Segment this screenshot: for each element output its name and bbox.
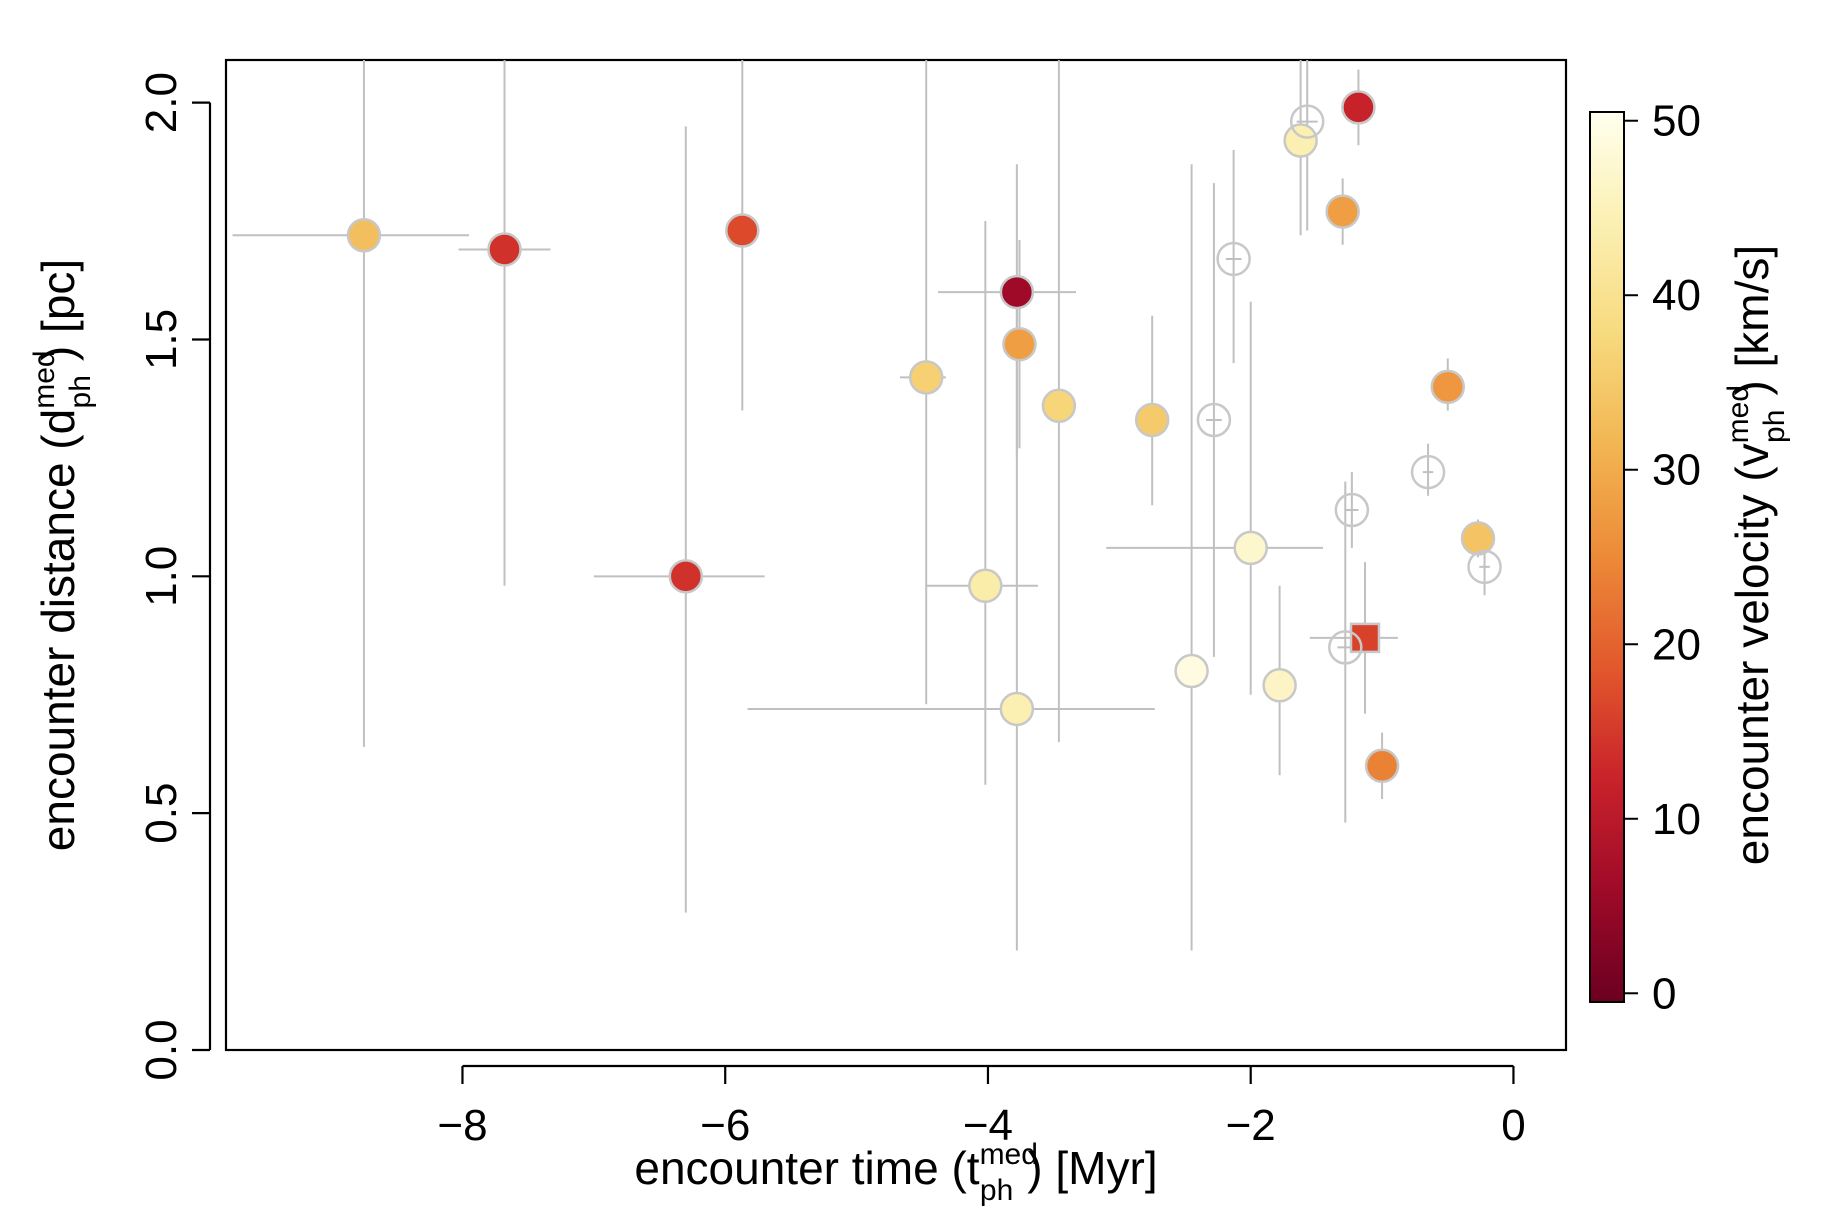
- x-tick-label: −2: [1226, 1101, 1276, 1150]
- y-axis: 0.0 0.5 1.0 1.5 2.0: [137, 72, 212, 1081]
- colorbar-gradient: [1589, 111, 1625, 1003]
- data-point: [908, 360, 944, 395]
- colorbar-tick-label: 30: [1652, 446, 1701, 495]
- data-point: [725, 213, 760, 248]
- data-point: [1174, 653, 1209, 689]
- data-point: [1041, 388, 1077, 424]
- x-tick-label: 0: [1501, 1101, 1525, 1150]
- data-point: [999, 691, 1035, 727]
- data-point: [1430, 369, 1466, 405]
- y-axis-title: encounter distance (dmed ph) [pc]: [28, 259, 97, 851]
- colorbar-tick-label: 40: [1652, 271, 1701, 320]
- x-tick-label: −8: [437, 1101, 487, 1150]
- data-point-no-velocity: [1328, 630, 1363, 665]
- data-point: [1364, 748, 1400, 784]
- data-point: [968, 568, 1003, 604]
- data-point: [999, 274, 1035, 310]
- colorbar-tick-label: 50: [1652, 97, 1701, 146]
- colorbar-tick-label: 20: [1652, 620, 1701, 669]
- data-point-no-velocity: [1334, 492, 1370, 528]
- colorbar-ticks: 0 10 20 30 40 50: [1624, 97, 1701, 1018]
- y-tick-label: 2.0: [137, 72, 186, 133]
- data-point: [1262, 668, 1297, 703]
- colorbar-tick-label: 10: [1652, 795, 1701, 844]
- data-point-no-velocity: [1289, 104, 1325, 139]
- y-tick-label: 1.0: [137, 546, 186, 607]
- data-point: [1002, 326, 1037, 362]
- plot-frame: [224, 58, 1568, 1052]
- data-point-no-velocity: [1216, 241, 1251, 277]
- colorbar-title: encounter velocity (vmed ph) [km/s]: [1722, 245, 1791, 865]
- data-point-no-velocity: [1467, 549, 1502, 585]
- data-point: [1233, 530, 1268, 566]
- error-bars: [232, 60, 1490, 951]
- data-point: [1325, 194, 1360, 229]
- data-point: [1134, 402, 1170, 438]
- data-point: [1283, 123, 1318, 158]
- data-markers: [346, 90, 1502, 784]
- y-tick-label: 0.0: [137, 1019, 186, 1080]
- y-tick-label: 1.5: [137, 309, 186, 370]
- data-point: [487, 232, 522, 267]
- data-point-no-velocity: [1410, 454, 1446, 490]
- colorbar: 0 10 20 30 40 50: [1589, 97, 1701, 1018]
- x-axis-title: encounter time (tmed ph) [Myr]: [634, 1138, 1157, 1207]
- data-point: [668, 559, 704, 594]
- x-tick-label: −6: [700, 1101, 750, 1150]
- data-point-no-velocity: [1196, 402, 1232, 438]
- colorbar-tick-label: 0: [1652, 969, 1676, 1018]
- data-point-square: [1349, 622, 1381, 654]
- x-tick-label: −4: [963, 1101, 1013, 1150]
- y-tick-label: 0.5: [137, 783, 186, 844]
- x-axis: −8 −6 −4 −2 0: [437, 1064, 1526, 1150]
- data-point: [346, 218, 382, 253]
- data-point: [1460, 521, 1496, 556]
- data-point: [1341, 90, 1376, 125]
